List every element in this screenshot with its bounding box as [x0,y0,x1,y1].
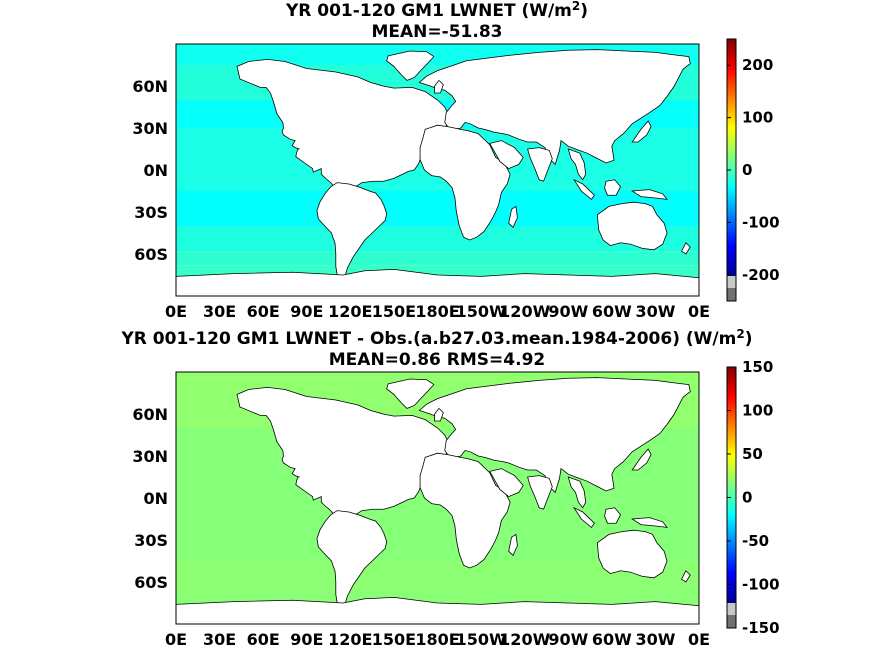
top-y-tick-label: 60S [134,245,168,264]
top-colorbar-ticks: 200 100 0 -100 -200 [727,56,780,284]
top-y-ticks: 60N 30N 0N 30S 60S [132,77,168,264]
bottom-y-tick-label: 0N [143,489,168,508]
top-map-frame [175,43,700,297]
bottom-colorbar-under-light [727,603,736,615]
bottom-x-tick-label: 60E [247,630,280,649]
top-x-tick-label: 150W [456,302,507,321]
top-x-tick-label: 90E [290,302,323,321]
bottom-x-tick-label: 150W [456,630,507,649]
bottom-panel: YR 001-120 GM1 LWNET - Obs.(a.b27.03.mea… [120,327,779,649]
top-map [176,44,699,296]
bottom-colorbar-ticks: 150 100 50 0 -50 -100 -150 [727,358,780,637]
top-x-tick-label: 0E [165,302,187,321]
top-title: YR 001-120 GM1 LWNET (W/m2) [285,0,588,21]
bottom-colorbar-tick-label: 100 [742,402,773,420]
top-x-tick-label: 90W [548,302,588,321]
top-subtitle: MEAN=-51.83 [372,22,503,42]
top-colorbar-tick-label: -100 [742,213,780,231]
bottom-colorbar-tick-label: -50 [742,532,769,550]
bottom-y-tick-label: 60S [134,573,168,592]
top-y-tick-label: 30N [132,119,168,138]
top-x-tick-label: 120E [328,302,372,321]
bottom-colorbar-tick-label: 150 [742,358,773,376]
bottom-y-tick-label: 60N [132,405,168,424]
top-colorbar-tick-label: -200 [742,266,780,284]
top-x-tick-label: 60E [247,302,280,321]
top-x-tick-label: 0E [688,302,710,321]
bottom-x-tick-label: 120W [499,630,550,649]
top-x-tick-label: 30E [203,302,236,321]
bottom-x-tick-label: 30W [635,630,675,649]
top-x-tick-label: 180E [415,302,459,321]
top-y-tick-label: 60N [132,77,168,96]
bottom-x-tick-label: 150E [372,630,416,649]
bottom-x-tick-label: 60W [592,630,632,649]
top-colorbar-tick-label: 100 [742,109,773,127]
bottom-colorbar-tick-label: -150 [742,619,780,637]
bottom-map-frame [175,371,700,625]
bottom-subtitle: MEAN=0.86 RMS=4.92 [329,350,545,370]
bottom-colorbar-tick-label: 0 [742,489,752,507]
bottom-x-tick-label: 30E [203,630,236,649]
top-field-band-6 [176,251,699,266]
top-x-tick-label: 120W [499,302,550,321]
bottom-x-tick-label: 0E [165,630,187,649]
bottom-y-tick-label: 30N [132,447,168,466]
top-colorbar-tick-label: 0 [742,161,752,179]
top-x-tick-label: 60W [592,302,632,321]
bottom-y-tick-label: 30S [134,531,168,550]
top-colorbar-gradient [727,39,736,276]
bottom-x-tick-label: 120E [328,630,372,649]
bottom-colorbar-gradient [727,367,736,603]
bottom-colorbar-tick-label: 50 [742,445,763,463]
bottom-map [176,372,699,624]
top-y-tick-label: 0N [143,161,168,180]
bottom-x-tick-label: 0E [688,630,710,649]
top-x-tick-label: 150E [372,302,416,321]
bottom-x-tick-label: 90W [548,630,588,649]
top-colorbar-under-dark [727,288,736,301]
bottom-colorbar-under-dark [727,615,736,628]
top-panel: YR 001-120 GM1 LWNET (W/m2) MEAN=-51.83 … [132,0,779,321]
top-colorbar: 200 100 0 -100 -200 [726,38,780,302]
bottom-title: YR 001-120 GM1 LWNET - Obs.(a.b27.03.mea… [120,327,752,349]
bottom-x-tick-label: 180E [415,630,459,649]
top-colorbar-tick-label: 200 [742,56,773,74]
top-x-tick-label: 30W [635,302,675,321]
bottom-colorbar-tick-label: -100 [742,576,780,594]
bottom-colorbar: 150 100 50 0 -50 -100 -150 [726,358,780,637]
bottom-x-tick-label: 90E [290,630,323,649]
top-colorbar-under-light [727,276,736,288]
top-y-tick-label: 30S [134,203,168,222]
bottom-y-ticks: 60N 30N 0N 30S 60S [132,405,168,592]
